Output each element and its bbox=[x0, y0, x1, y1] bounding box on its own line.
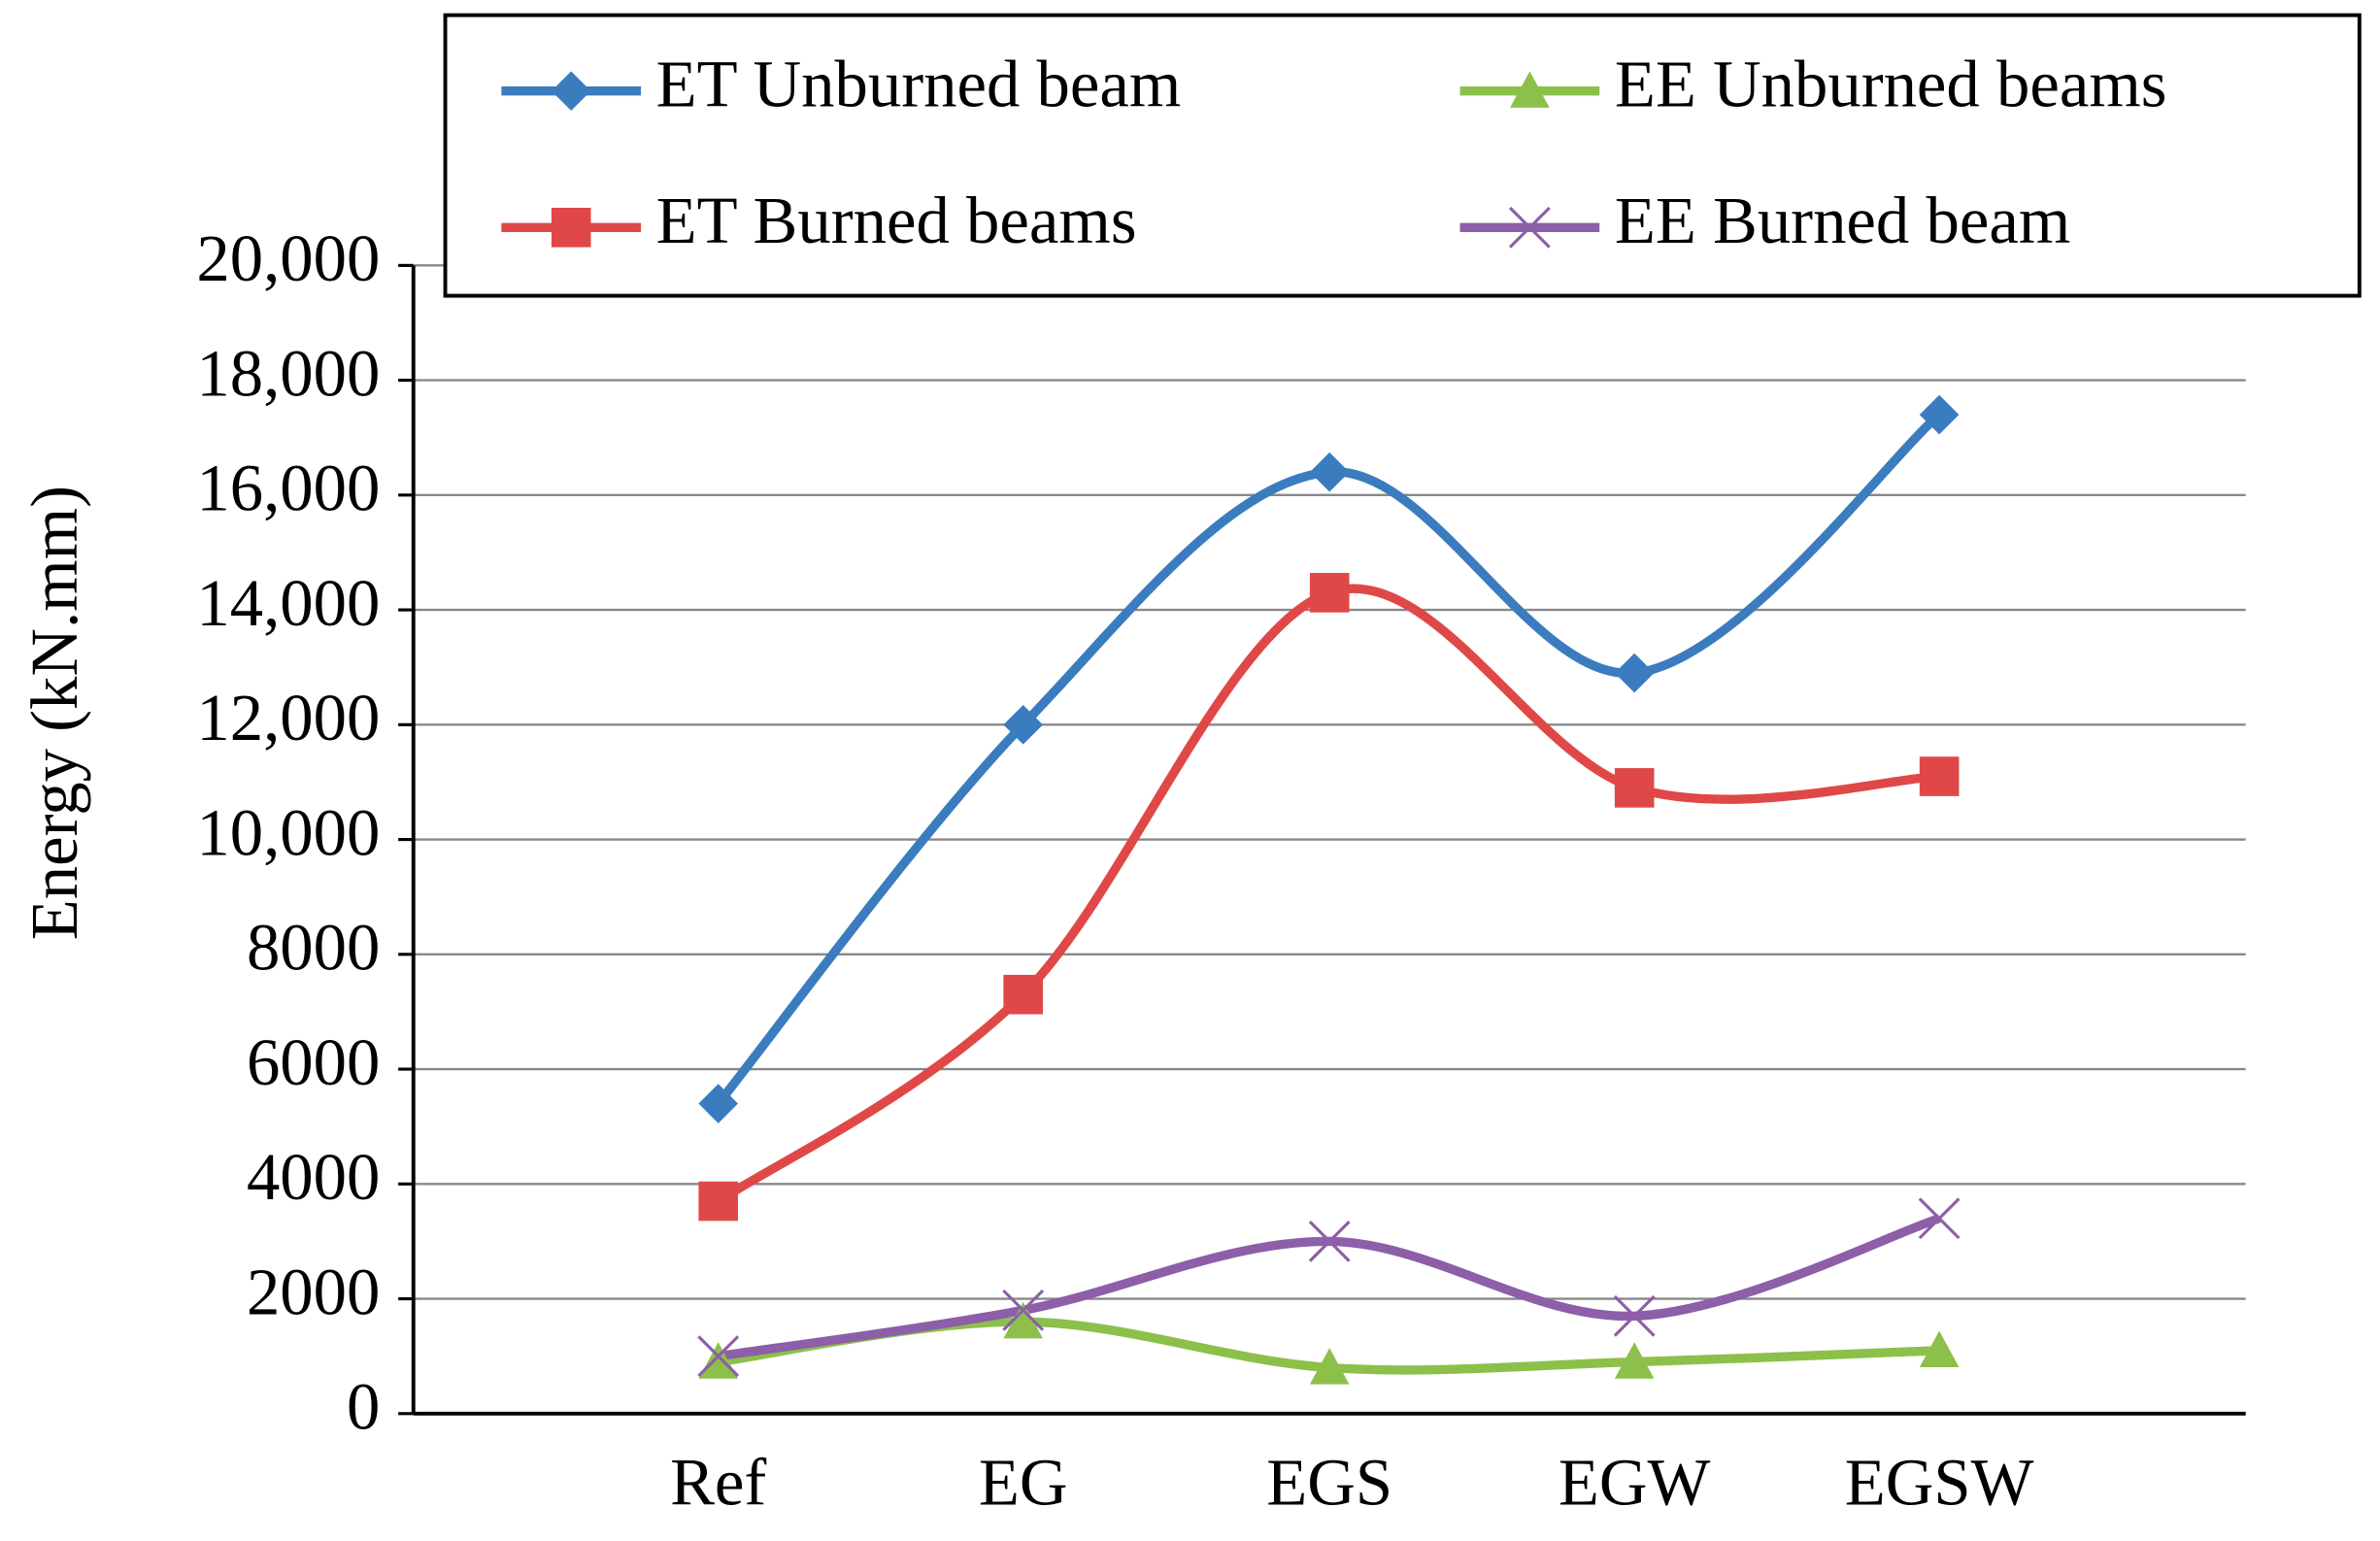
marker bbox=[1510, 71, 1550, 108]
legend-label: ET Unburned beam bbox=[656, 47, 1182, 120]
y-tick-label: 6000 bbox=[247, 1025, 380, 1099]
marker bbox=[1308, 1221, 1351, 1262]
marker bbox=[698, 1342, 739, 1379]
marker bbox=[1309, 452, 1350, 492]
x-tick-label: EGW bbox=[1559, 1446, 1711, 1520]
legend-label: EE Unburned beams bbox=[1615, 47, 2167, 120]
marker bbox=[698, 1181, 739, 1222]
marker bbox=[1919, 756, 1960, 796]
marker bbox=[551, 207, 591, 248]
x-tick-label: Ref bbox=[670, 1446, 766, 1520]
y-tick-label: 2000 bbox=[247, 1255, 380, 1328]
marker bbox=[1003, 705, 1043, 745]
marker bbox=[1003, 974, 1043, 1015]
marker bbox=[1919, 394, 1960, 435]
marker bbox=[1508, 206, 1551, 249]
marker bbox=[1309, 1348, 1350, 1385]
y-tick-label: 12,000 bbox=[196, 681, 380, 754]
marker bbox=[1309, 573, 1350, 613]
y-tick-label: 18,000 bbox=[196, 336, 380, 410]
legend-label: EE Burned beam bbox=[1615, 184, 2070, 257]
legend-label: ET Burned beams bbox=[656, 184, 1137, 257]
y-tick-label: 0 bbox=[347, 1370, 380, 1444]
y-tick-label: 16,000 bbox=[196, 452, 380, 525]
x-tick-label: EG bbox=[979, 1446, 1068, 1520]
marker bbox=[698, 1084, 739, 1123]
marker bbox=[697, 1335, 740, 1378]
marker bbox=[1919, 1330, 1960, 1367]
y-tick-label: 4000 bbox=[247, 1140, 380, 1214]
marker bbox=[1918, 1197, 1961, 1240]
x-tick-label: EGSW bbox=[1845, 1446, 2034, 1520]
marker bbox=[1614, 1342, 1655, 1379]
y-tick-label: 10,000 bbox=[196, 795, 380, 869]
y-tick-label: 8000 bbox=[247, 911, 380, 985]
x-tick-label: EGS bbox=[1266, 1446, 1392, 1520]
marker bbox=[1003, 1301, 1043, 1339]
y-axis-title: Energy (kN.mm) bbox=[17, 486, 91, 940]
legend-box bbox=[443, 13, 2362, 298]
marker bbox=[1614, 768, 1655, 808]
marker bbox=[1002, 1289, 1045, 1331]
marker bbox=[1613, 1294, 1656, 1337]
y-tick-label: 14,000 bbox=[196, 566, 380, 640]
y-tick-label: 20,000 bbox=[196, 221, 380, 295]
